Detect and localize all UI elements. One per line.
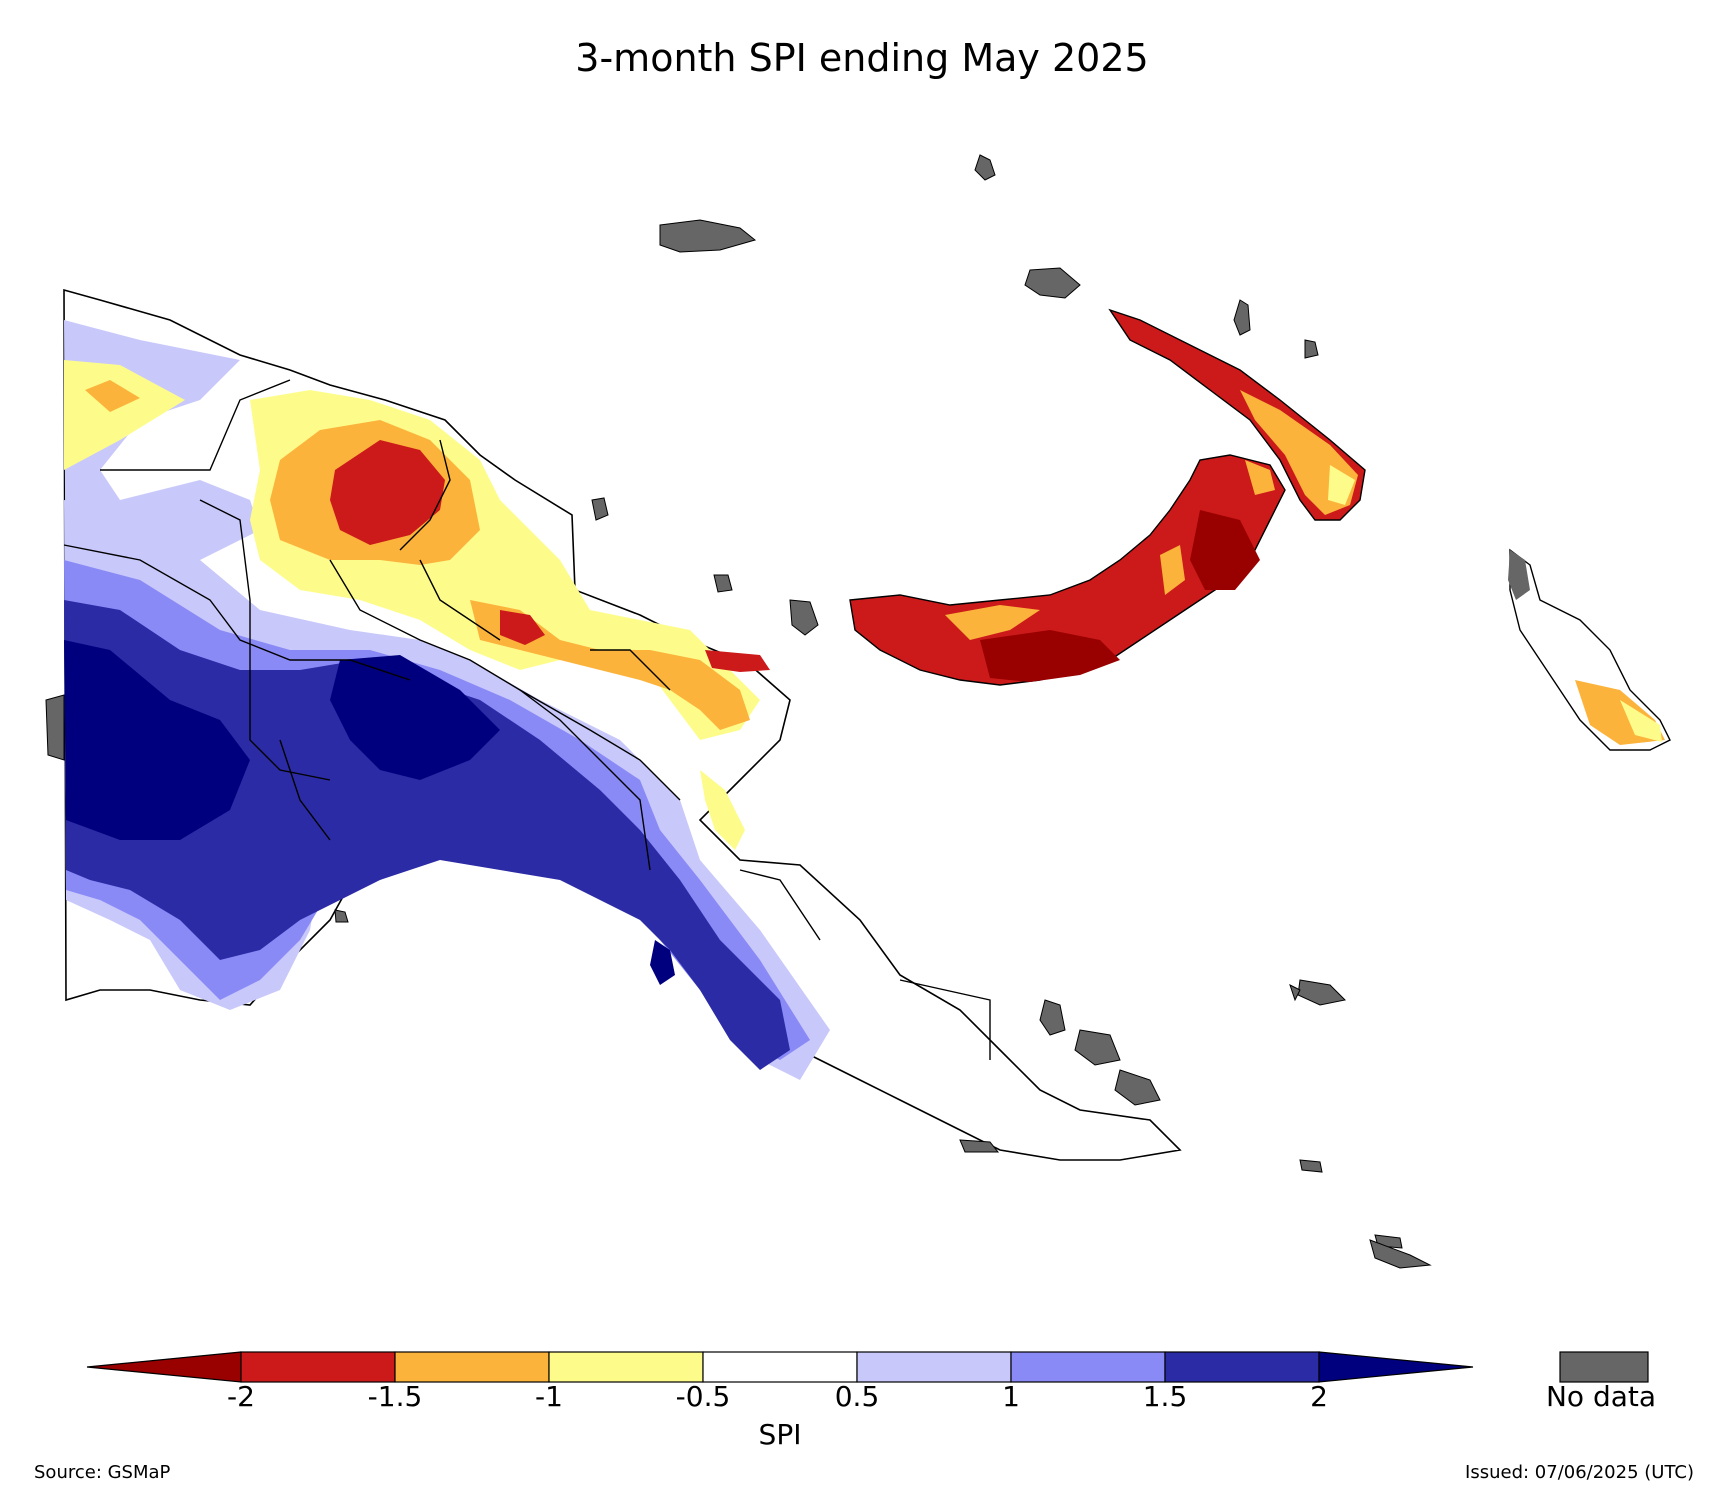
nodata-island-lihir: [1304, 339, 1319, 359]
colorbar-tick: -1: [535, 1380, 563, 1413]
colorbar-tick: 1.5: [1142, 1380, 1188, 1413]
spi-area-red-north: [330, 440, 445, 545]
spi-area-yellow-bougainville: [1620, 700, 1662, 742]
spi-area-deep-red-new-britain: [980, 630, 1120, 682]
issued-text: Issued: 07/06/2025 (UTC): [1465, 1462, 1694, 1483]
spi-area-orange-west: [85, 380, 140, 412]
spi-area-orange-new-britain-tip: [1245, 460, 1275, 495]
colorbar: [86, 1351, 1474, 1383]
mainland-new-guinea: [63, 288, 1182, 1161]
colorbar-bin-7: [1164, 1351, 1320, 1383]
nodata-swatch: [1559, 1351, 1649, 1383]
nodata-island-mussau: [974, 154, 996, 181]
nodata-island-umboi: [789, 599, 819, 636]
spi-area-orange-new-britain: [945, 605, 1040, 640]
colorbar-tick: -1.5: [367, 1380, 423, 1413]
spi-area-red-coast: [705, 650, 770, 672]
spi-area-red-east-mainland: [500, 610, 545, 645]
nodata-island-goodenough: [1039, 999, 1066, 1036]
nodata-island-sudest: [1369, 1239, 1432, 1269]
nodata-islands: [45, 154, 1432, 1269]
colorbar-tick: 1: [1002, 1380, 1020, 1413]
colorbar-extend-low: [86, 1351, 242, 1383]
colorbar-bin-1: [240, 1351, 396, 1383]
nodata-island-karkar: [591, 497, 609, 521]
colorbar-bin-4: [702, 1351, 858, 1383]
colorbar-bin-6: [1010, 1351, 1166, 1383]
colorbar-extend-high: [1318, 1351, 1474, 1383]
nodata-area-bougainville-north: [1508, 550, 1530, 600]
province-boundaries: [63, 379, 991, 1060]
colorbar-bin-5: [856, 1351, 1012, 1383]
colorbar-bin-3: [548, 1351, 704, 1383]
bougainville: [1508, 548, 1671, 751]
nodata-island-normanby: [1114, 1069, 1161, 1106]
nodata-island-daru: [334, 909, 349, 923]
spi-area-deepest-blue-coast: [650, 940, 675, 985]
nodata-island-manus: [659, 219, 757, 253]
nodata-island-trobriand: [1297, 979, 1347, 1006]
colorbar-tick: -0.5: [675, 1380, 731, 1413]
spi-area-dark-blue-south: [64, 600, 790, 1070]
nodata-island-west-tip: [45, 694, 65, 761]
nodata-label: No data: [1545, 1380, 1657, 1413]
spi-area-orange-new-ireland: [1240, 390, 1358, 515]
spi-area-yellow-new-ireland: [1328, 465, 1355, 505]
source-text: Source: GSMaP: [34, 1462, 171, 1483]
colorbar-label: SPI: [758, 1418, 802, 1451]
new-ireland: [1108, 308, 1366, 521]
colorbar-tick: 0.5: [834, 1380, 880, 1413]
colorbar-tick: -2: [227, 1380, 255, 1413]
nodata-island-fergusson: [1074, 1029, 1121, 1066]
nodata-island-samarai: [959, 1139, 1000, 1153]
map-title: 3-month SPI ending May 2025: [575, 36, 1149, 80]
new-britain: [849, 454, 1286, 686]
nodata-island-long: [713, 574, 733, 593]
colorbar-bin-2: [394, 1351, 550, 1383]
nodata-island-misima: [1299, 1159, 1323, 1173]
spi-area-yellow-coast: [700, 770, 745, 850]
nodata-island-tabar: [1233, 299, 1251, 336]
spi-area-orange-new-britain-east: [1160, 545, 1185, 595]
spi-area-deep-red-new-britain-east: [1190, 510, 1260, 590]
nodata-island-new-hanover: [1024, 267, 1081, 299]
colorbar-tick: 2: [1310, 1380, 1328, 1413]
spi-area-deepest-blue-south: [64, 640, 250, 840]
spi-area-deepest-blue-central: [330, 655, 500, 780]
nodata-island-woodlark: [1289, 984, 1301, 1002]
